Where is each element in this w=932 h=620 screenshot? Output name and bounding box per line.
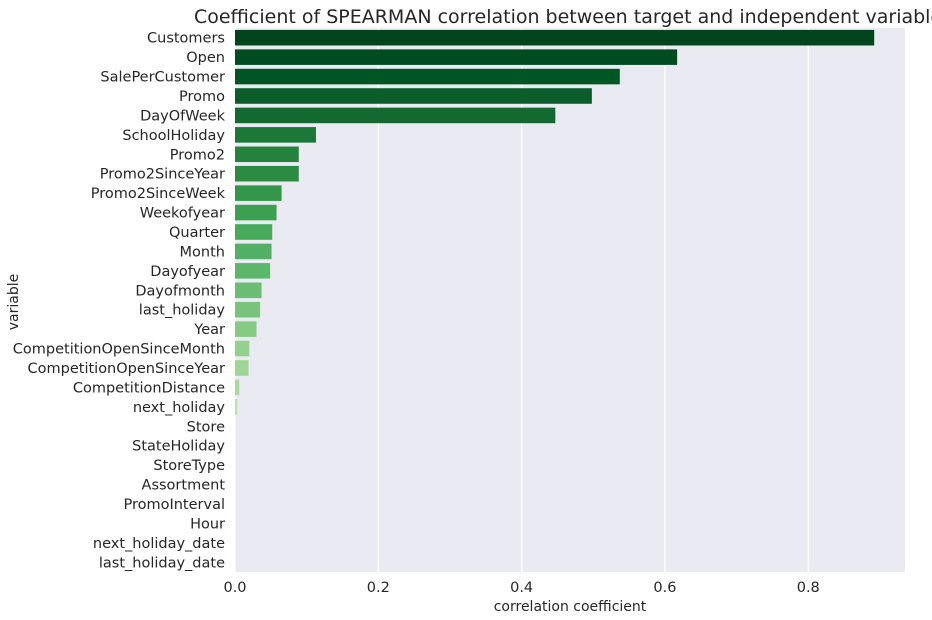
- bar: [235, 68, 620, 85]
- bar: [235, 360, 249, 376]
- y-tick-label: last_holiday_date: [99, 555, 225, 571]
- x-tick-label: 0.4: [510, 580, 533, 596]
- y-tick-label: CompetitionOpenSinceMonth: [13, 342, 225, 358]
- bar: [235, 146, 299, 163]
- x-tick-label: 0.0: [223, 580, 246, 596]
- y-tick-label: CompetitionDistance: [73, 380, 225, 396]
- y-tick-label: Dayofmonth: [135, 283, 225, 299]
- x-tick-label: 0.6: [653, 580, 676, 596]
- bar: [235, 340, 250, 357]
- bar: [235, 399, 238, 415]
- x-tick-label: 0.8: [797, 580, 820, 596]
- y-tick-label: DayOfWeek: [140, 108, 225, 124]
- bar: [235, 263, 271, 279]
- y-tick-label: PromoInterval: [123, 497, 225, 513]
- bar: [235, 243, 272, 260]
- y-tick-label: StoreType: [153, 458, 225, 474]
- y-tick-label: SalePerCustomer: [100, 70, 225, 86]
- y-tick-label: StateHoliday: [132, 439, 225, 455]
- y-tick-label: next_holiday: [133, 400, 226, 416]
- y-tick-label: Customers: [147, 31, 225, 47]
- bar: [235, 185, 282, 201]
- y-tick-label: Promo2SinceWeek: [91, 186, 226, 202]
- bar: [235, 204, 277, 221]
- bar: [235, 29, 875, 46]
- x-tick-label: 0.2: [367, 580, 390, 596]
- y-tick-label: Promo: [179, 89, 225, 105]
- bar: [235, 107, 556, 124]
- y-tick-label: CompetitionOpenSinceYear: [28, 361, 226, 377]
- bar: [235, 282, 262, 299]
- y-tick-label: Store: [187, 419, 225, 435]
- chart-title: Coefficient of SPEARMAN correlation betw…: [194, 6, 932, 28]
- y-axis-label: variable: [6, 274, 22, 330]
- y-tick-label: Month: [180, 244, 225, 260]
- y-tick-label: next_holiday_date: [93, 536, 225, 552]
- y-tick-label: Quarter: [169, 225, 225, 241]
- y-tick-label: last_holiday: [139, 303, 226, 319]
- y-tick-label: Hour: [190, 516, 225, 532]
- bar: [235, 321, 257, 337]
- x-axis-label: correlation coefficient: [494, 599, 647, 615]
- bar: [235, 127, 316, 143]
- y-tick-label: Dayofyear: [150, 264, 225, 280]
- y-tick-label: Open: [186, 50, 225, 66]
- y-tick-label: Promo2SinceYear: [100, 167, 225, 183]
- y-tick-label: Assortment: [142, 478, 226, 494]
- bar: [235, 379, 240, 396]
- y-tick-label: Year: [193, 322, 225, 338]
- bar: [235, 49, 678, 65]
- y-tick-label: SchoolHoliday: [122, 128, 225, 144]
- bar: [235, 165, 299, 182]
- bar: [235, 88, 592, 104]
- y-tick-label: Weekofyear: [140, 206, 225, 222]
- y-tick-label: Promo2: [170, 147, 225, 163]
- bar: [235, 301, 261, 318]
- bar: [235, 224, 273, 240]
